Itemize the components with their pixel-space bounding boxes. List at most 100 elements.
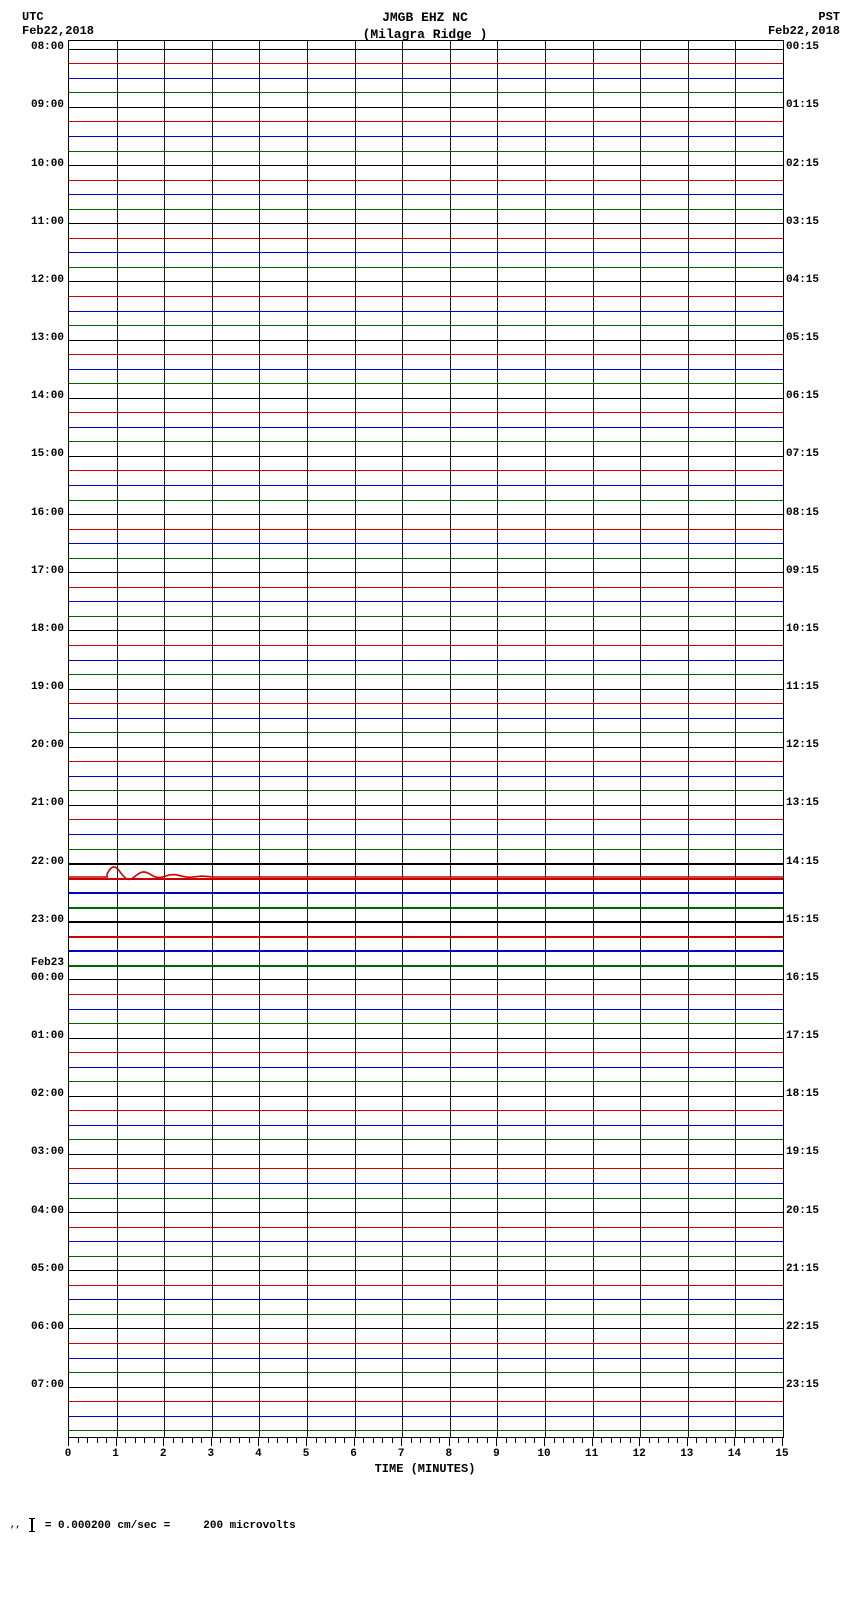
seismic-trace <box>69 397 783 398</box>
x-axis: TIME (MINUTES) 0123456789101112131415 <box>68 1438 782 1478</box>
pst-time-label: 20:15 <box>786 1205 819 1217</box>
x-minor-tick <box>439 1438 440 1443</box>
seismic-trace <box>69 1415 783 1416</box>
seismic-trace <box>69 775 783 776</box>
x-minor-tick <box>715 1438 716 1443</box>
x-minor-tick <box>106 1438 107 1443</box>
utc-time-label: 19:00 <box>31 681 64 693</box>
x-minor-tick <box>611 1438 612 1443</box>
seismic-trace <box>69 470 783 471</box>
x-minor-tick <box>753 1438 754 1443</box>
utc-time-label: 18:00 <box>31 623 64 635</box>
x-minor-tick <box>287 1438 288 1443</box>
seismic-trace <box>69 979 783 980</box>
seismic-trace <box>69 674 783 675</box>
x-minor-tick <box>468 1438 469 1443</box>
utc-time-label: 21:00 <box>31 797 64 809</box>
tz-right-date: Feb22,2018 <box>768 24 840 38</box>
seismic-trace <box>69 208 783 209</box>
x-major-tick <box>782 1438 783 1446</box>
seismic-trace <box>69 761 783 762</box>
x-minor-tick <box>430 1438 431 1443</box>
seismic-trace <box>69 383 783 384</box>
top-labels: UTC Feb22,2018 JMGB EHZ NC (Milagra Ridg… <box>10 10 840 40</box>
utc-time-label: 10:00 <box>31 158 64 170</box>
seismic-trace <box>69 543 783 544</box>
seismic-trace <box>69 150 783 151</box>
seismic-trace <box>69 426 783 427</box>
x-minor-tick <box>515 1438 516 1443</box>
x-minor-tick <box>706 1438 707 1443</box>
x-major-tick <box>211 1438 212 1446</box>
utc-time-label: 08:00 <box>31 41 64 53</box>
seismic-trace <box>69 1270 783 1271</box>
seismic-trace <box>69 1124 783 1125</box>
seismic-trace <box>69 1226 783 1227</box>
x-minor-tick <box>144 1438 145 1443</box>
utc-time-label: 04:00 <box>31 1205 64 1217</box>
x-tick-label: 0 <box>65 1448 72 1460</box>
seismic-trace <box>69 1066 783 1067</box>
x-minor-tick <box>573 1438 574 1443</box>
seismic-trace <box>69 1328 783 1329</box>
seismic-event <box>69 862 783 892</box>
x-minor-tick <box>677 1438 678 1443</box>
x-tick-label: 10 <box>537 1448 550 1460</box>
seismic-trace <box>69 1342 783 1343</box>
seismic-trace <box>69 717 783 718</box>
seismic-trace <box>69 1430 783 1431</box>
seismic-trace <box>69 354 783 355</box>
pst-time-label: 08:15 <box>786 507 819 519</box>
x-major-tick <box>354 1438 355 1446</box>
seismic-trace <box>69 630 783 631</box>
tz-left-date: Feb22,2018 <box>22 24 94 38</box>
seismic-trace <box>69 1168 783 1169</box>
x-major-tick <box>449 1438 450 1446</box>
tz-left-label: UTC <box>22 10 44 24</box>
seismic-trace <box>69 1241 783 1242</box>
seismic-trace <box>69 964 783 965</box>
seismic-trace <box>69 1153 783 1154</box>
x-tick-label: 2 <box>160 1448 167 1460</box>
utc-time-label: 20:00 <box>31 739 64 751</box>
seismic-trace <box>69 1212 783 1213</box>
seismic-trace <box>69 557 783 558</box>
seismic-trace <box>69 834 783 835</box>
utc-time-label: 12:00 <box>31 274 64 286</box>
utc-time-label: 16:00 <box>31 507 64 519</box>
seismic-trace <box>69 1008 783 1009</box>
x-minor-tick <box>772 1438 773 1443</box>
seismic-trace <box>69 921 783 922</box>
utc-time-label: 00:00 <box>31 972 64 984</box>
seismic-trace <box>69 252 783 253</box>
pst-time-label: 07:15 <box>786 448 819 460</box>
seismic-trace <box>69 281 783 282</box>
seismic-trace <box>69 295 783 296</box>
utc-time-label: 09:00 <box>31 99 64 111</box>
footer-text-right: 200 microvolts <box>203 1520 295 1532</box>
seismic-trace <box>69 136 783 137</box>
x-minor-tick <box>506 1438 507 1443</box>
utc-time-label: 03:00 <box>31 1146 64 1158</box>
utc-time-label: 22:00 <box>31 856 64 868</box>
utc-time-label: 15:00 <box>31 448 64 460</box>
x-minor-tick <box>220 1438 221 1443</box>
x-minor-tick <box>249 1438 250 1443</box>
seismic-trace <box>69 935 783 936</box>
x-tick-label: 3 <box>207 1448 214 1460</box>
seismic-trace <box>69 644 783 645</box>
seismic-trace <box>69 746 783 747</box>
pst-time-label: 05:15 <box>786 332 819 344</box>
seismic-trace <box>69 993 783 994</box>
seismic-trace <box>69 1401 783 1402</box>
pst-time-label: 16:15 <box>786 972 819 984</box>
seismic-trace <box>69 368 783 369</box>
seismic-trace <box>69 48 783 49</box>
utc-time-label: 02:00 <box>31 1088 64 1100</box>
pst-time-label: 06:15 <box>786 390 819 402</box>
x-minor-tick <box>487 1438 488 1443</box>
x-tick-label: 15 <box>775 1448 788 1460</box>
x-minor-tick <box>201 1438 202 1443</box>
x-minor-tick <box>458 1438 459 1443</box>
pst-time-label: 01:15 <box>786 99 819 111</box>
